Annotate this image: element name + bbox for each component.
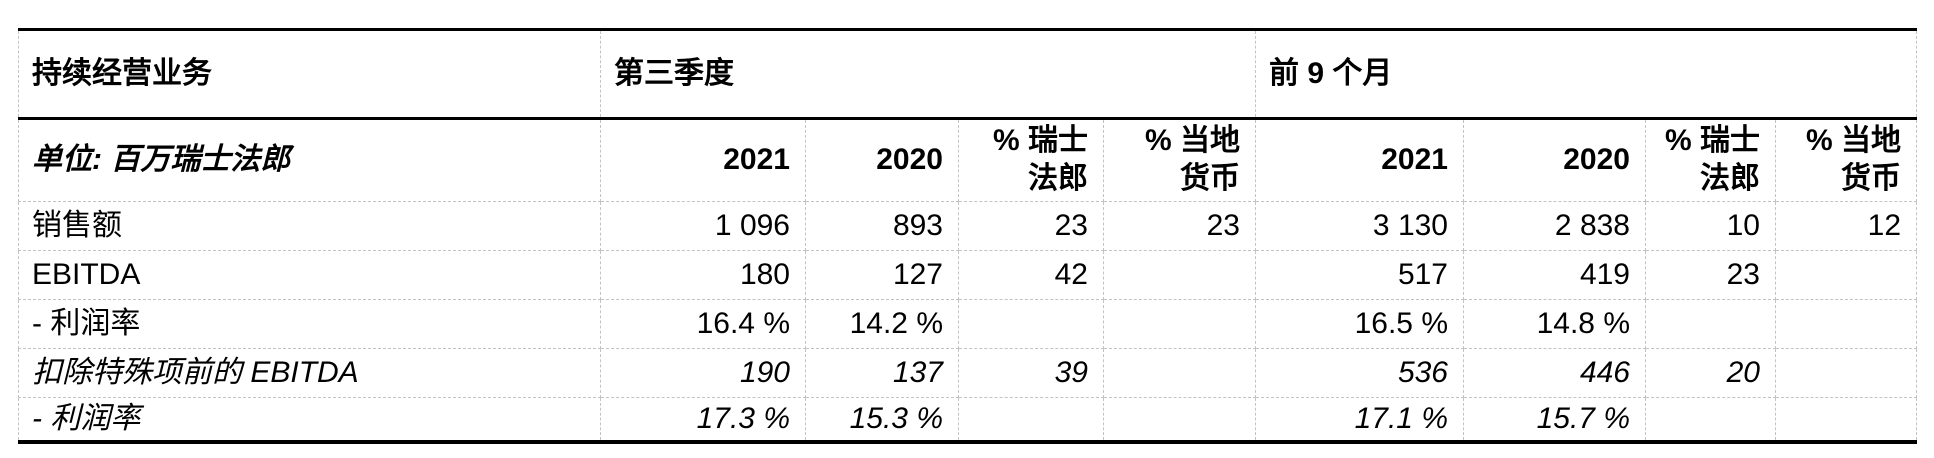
cell-value: 10 (1645, 201, 1776, 251)
q3-2020-header: 2020 (805, 118, 959, 202)
cell-value: 419 (1463, 250, 1646, 300)
cell-value: 15.7 % (1463, 397, 1646, 444)
cell-value (1774, 299, 1918, 349)
cell-value: 17.3 % (600, 397, 806, 444)
cell-value: 23 (958, 201, 1104, 251)
cell-value (1774, 348, 1918, 398)
cell-value: 517 (1255, 250, 1464, 300)
cell-value: 1 096 (600, 201, 806, 251)
cell-value: 2 838 (1463, 201, 1646, 251)
cell-value (1645, 397, 1776, 444)
cell-value: 17.1 % (1255, 397, 1464, 444)
q3-2021-header: 2021 (600, 118, 806, 202)
cell-value: 42 (958, 250, 1104, 300)
cell-value (1774, 250, 1918, 300)
cell-value (1645, 299, 1776, 349)
table-title: 持续经营业务 (18, 28, 601, 120)
cell-value: 180 (600, 250, 806, 300)
cell-value: 39 (958, 348, 1104, 398)
cell-value (1103, 348, 1256, 398)
table-row-sales: 销售额 1 096 893 23 23 3 130 2 838 10 12 (18, 201, 1918, 251)
ytd-9m-section-header: 前 9 个月 (1254, 28, 1918, 120)
cell-value: 190 (600, 348, 806, 398)
q3-section-header: 第三季度 (600, 28, 1256, 120)
cell-value: 893 (805, 201, 959, 251)
ytd-pct-local-header: % 当地 货币 (1774, 118, 1918, 202)
cell-value (1103, 397, 1256, 444)
row-label: EBITDA (18, 250, 601, 300)
row-label: - 利润率 (18, 299, 601, 349)
ytd-pct-chf-header: % 瑞士 法郎 (1645, 118, 1776, 202)
cell-value (1103, 299, 1256, 349)
cell-value: 446 (1463, 348, 1646, 398)
row-label: 销售额 (18, 201, 601, 251)
cell-value: 127 (805, 250, 959, 300)
cell-value: 23 (1645, 250, 1776, 300)
cell-value: 3 130 (1255, 201, 1464, 251)
row-label: 扣除特殊项前的 EBITDA (18, 348, 601, 398)
cell-value: 16.4 % (600, 299, 806, 349)
financial-results-table: 持续经营业务 第三季度 前 9 个月 单位: 百万瑞士法郎 2021 2020 … (18, 28, 1918, 444)
cell-value: 20 (1645, 348, 1776, 398)
cell-value: 23 (1103, 201, 1256, 251)
cell-value (958, 397, 1104, 444)
ytd-2021-header: 2021 (1255, 118, 1464, 202)
q3-pct-local-header: % 当地 货币 (1103, 118, 1256, 202)
cell-value (958, 299, 1104, 349)
table-row-ebitda-before-special-items: 扣除特殊项前的 EBITDA 190 137 39 536 446 20 (18, 348, 1918, 398)
q3-pct-chf-header: % 瑞士 法郎 (958, 118, 1104, 202)
table-row-ebitda: EBITDA 180 127 42 517 419 23 (18, 250, 1918, 300)
cell-value (1103, 250, 1256, 300)
section-header-row: 持续经营业务 第三季度 前 9 个月 (18, 28, 1918, 120)
cell-value: 14.8 % (1463, 299, 1646, 349)
row-label: - 利润率 (18, 397, 601, 444)
financial-results-table-container: 持续经营业务 第三季度 前 9 个月 单位: 百万瑞士法郎 2021 2020 … (18, 28, 1918, 444)
table-row-margin: - 利润率 16.4 % 14.2 % 16.5 % 14.8 % (18, 299, 1918, 349)
cell-value: 137 (805, 348, 959, 398)
cell-value: 14.2 % (805, 299, 959, 349)
cell-value: 12 (1774, 201, 1918, 251)
unit-label: 单位: 百万瑞士法郎 (18, 118, 601, 202)
column-header-row: 单位: 百万瑞士法郎 2021 2020 % 瑞士 法郎 % 当地 货币 202… (18, 118, 1918, 202)
table-row-margin-before-special-items: - 利润率 17.3 % 15.3 % 17.1 % 15.7 % (18, 397, 1918, 444)
cell-value: 15.3 % (805, 397, 959, 444)
cell-value: 536 (1255, 348, 1464, 398)
cell-value (1774, 397, 1918, 444)
ytd-2020-header: 2020 (1463, 118, 1646, 202)
cell-value: 16.5 % (1255, 299, 1464, 349)
